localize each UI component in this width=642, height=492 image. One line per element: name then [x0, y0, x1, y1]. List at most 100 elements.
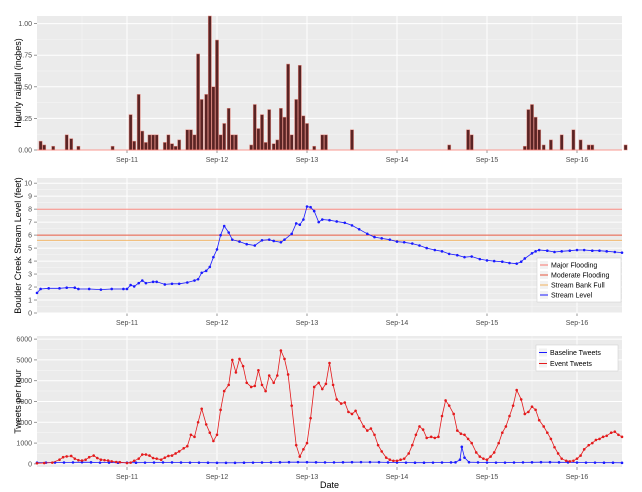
y-tick-label: 3 [28, 272, 32, 279]
y-tick-label: 2000 [16, 420, 32, 427]
series-point [411, 443, 414, 447]
series-point [267, 374, 271, 377]
series-point [476, 461, 480, 464]
series-point [579, 454, 582, 457]
rainfall-bar [297, 65, 302, 151]
series-point [290, 232, 294, 236]
series-point [413, 461, 417, 465]
series-point [591, 441, 594, 445]
rainfall-bar [38, 140, 43, 151]
series-point [309, 416, 312, 420]
series-point [298, 455, 302, 458]
series-point [241, 364, 245, 368]
series-point [155, 457, 158, 460]
series-point [392, 459, 395, 463]
y-tick-label: 8 [28, 207, 32, 214]
series-point [418, 425, 421, 428]
series-point [208, 431, 212, 434]
rainfall-bar [275, 139, 280, 151]
series-point [530, 461, 534, 464]
series-point [215, 433, 219, 437]
series-point [454, 461, 457, 464]
series-point [380, 237, 384, 240]
series-point [530, 251, 534, 255]
series-point [369, 427, 373, 430]
series-point [575, 248, 579, 252]
series-point [594, 438, 598, 442]
series-point [296, 460, 300, 464]
series-point [553, 445, 556, 449]
series-point [302, 448, 305, 451]
series-point [134, 461, 138, 465]
series-point [482, 457, 485, 460]
rainfall-bar [533, 116, 538, 151]
series-point [317, 381, 321, 385]
rainfall-bar [526, 109, 531, 151]
series-point [260, 383, 264, 387]
rainfall-bar [586, 144, 591, 151]
series-point [489, 455, 492, 458]
rainfall-bar [252, 104, 257, 151]
rainfall-bar [571, 129, 576, 151]
series-point [110, 460, 113, 463]
series-point [233, 461, 237, 465]
series-point [373, 235, 376, 239]
series-point [511, 404, 515, 407]
rainfall-bar [42, 144, 47, 151]
y-tick-label: 0.75 [18, 53, 32, 60]
series-point [87, 455, 91, 459]
series-point [152, 461, 156, 464]
rainfall-bar [294, 99, 299, 151]
rainfall-bar [170, 143, 174, 151]
x-tick-label: Sep-14 [386, 157, 409, 164]
series-point [467, 460, 471, 464]
rainfall-bar [151, 134, 155, 151]
series-point [200, 407, 203, 411]
rainfall-bar [211, 86, 216, 151]
series-point [458, 458, 462, 462]
series-point [497, 441, 501, 445]
series-point [231, 238, 234, 241]
series-point [437, 435, 440, 439]
panel-background [37, 178, 622, 313]
series-point [527, 410, 530, 414]
series-point [350, 412, 354, 416]
series-point [196, 277, 200, 281]
y-tick-label: 5000 [16, 357, 32, 364]
series-point [174, 452, 177, 455]
rainfall-bar [537, 129, 542, 151]
series-point [343, 401, 347, 404]
series-point [582, 248, 586, 252]
rainfall-bar [154, 134, 159, 151]
series-point [170, 282, 174, 286]
rainfall-bar [128, 114, 133, 151]
x-tick-label: Sep-13 [296, 474, 319, 481]
series-point [470, 441, 474, 445]
series-point [290, 404, 294, 407]
series-point [197, 461, 201, 464]
series-point [572, 459, 575, 463]
y-axis-label: Boulder Creek Stream Level (feet) [13, 177, 23, 314]
series-point [598, 437, 601, 441]
x-tick-label: Sep-11 [116, 157, 138, 164]
series-point [515, 262, 518, 265]
series-point [294, 222, 298, 225]
series-point [339, 402, 343, 405]
series-point [110, 287, 113, 291]
series-point [73, 457, 77, 460]
series-point [466, 437, 470, 441]
series-point [321, 387, 324, 391]
series-point [463, 456, 466, 459]
series-point [61, 455, 65, 459]
series-point [546, 249, 549, 252]
series-point [611, 461, 615, 465]
y-tick-label: 1.00 [18, 21, 32, 28]
series-point [251, 461, 255, 464]
series-point [215, 461, 219, 465]
series-point [422, 461, 426, 465]
series-point [377, 460, 381, 464]
series-point [312, 385, 316, 389]
series-point [537, 418, 541, 422]
rainfall-bar [350, 129, 354, 151]
rainfall-bar [192, 134, 197, 151]
